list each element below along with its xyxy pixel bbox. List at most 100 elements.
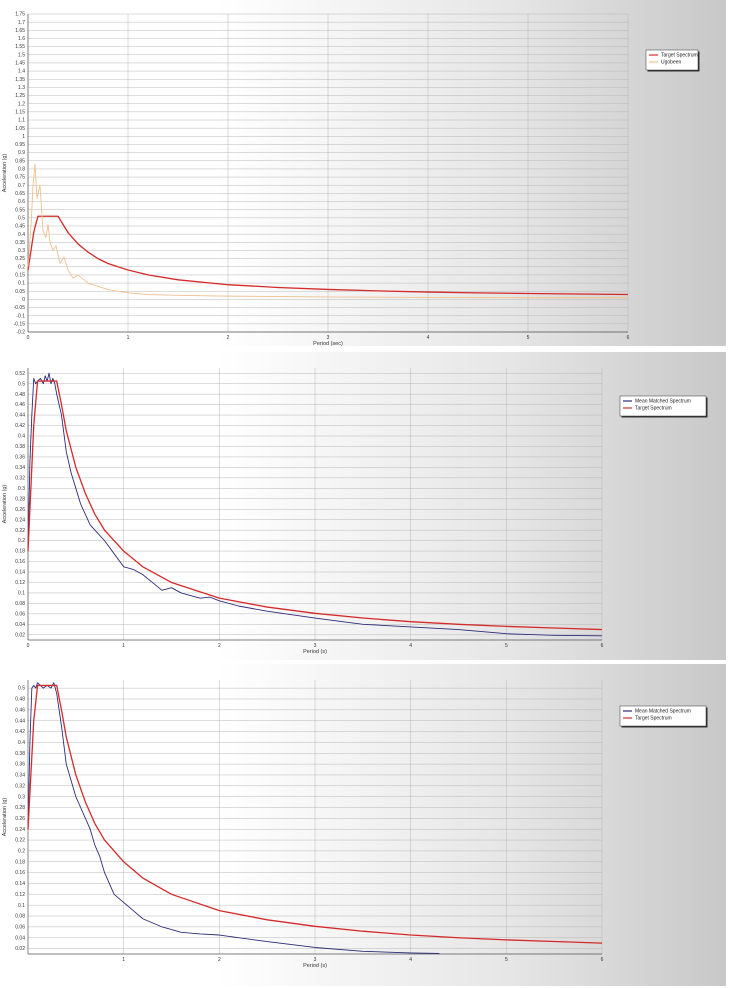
y-tick-label: 0.08	[15, 601, 25, 607]
x-tick-label: 3	[314, 957, 317, 963]
series-line	[27, 380, 603, 631]
x-tick-label: 0	[27, 335, 30, 341]
y-tick-label: 0.08	[15, 914, 25, 920]
y-tick-label: 0.3	[18, 486, 25, 492]
y-tick-label: 0.5	[18, 215, 25, 221]
y-tick-label: 0.42	[15, 423, 25, 429]
y-tick-label: 0.14	[15, 570, 25, 576]
y-tick-label: 0.04	[15, 935, 25, 941]
y-tick-label: 0.44	[15, 413, 25, 419]
legend-entry: Mean Matched Spectrum	[635, 709, 691, 715]
x-axis-label: Period (s)	[303, 963, 327, 969]
y-tick-label: 0.2	[18, 849, 25, 855]
chart-1-svg: 1.751.71.651.61.551.51.451.41.351.31.251…	[2, 12, 700, 346]
y-tick-label: 0.1	[18, 281, 25, 287]
y-tick-label: 0.4	[18, 740, 25, 746]
y-tick-label: 0.3	[18, 794, 25, 800]
x-axis-label: Period (sec)	[313, 341, 343, 346]
y-tick-label: 0.75	[15, 175, 25, 181]
y-axis-label: Acceleration (g)	[2, 154, 8, 193]
y-axis-label: Acceleration (g)	[2, 485, 8, 524]
y-tick-label: 0.06	[15, 924, 25, 930]
x-tick-label: 1	[127, 335, 130, 341]
y-tick-label: 1.3	[18, 85, 25, 91]
y-tick-label: 1.15	[15, 109, 25, 115]
y-tick-label: 0.02	[15, 946, 25, 952]
x-tick-label: 3	[327, 335, 330, 341]
y-tick-label: 0.48	[15, 697, 25, 703]
x-tick-label: 6	[601, 957, 604, 963]
y-tick-label: 0.02	[15, 632, 25, 638]
chart-panel-3: 0.5 0.48 0.46 0.44 0.42 0.4 0.38 0.36 0.34 0.32 0.…	[0, 664, 726, 986]
y-tick-label: 0.1	[18, 903, 25, 909]
y-tick-label: 0.14	[15, 881, 25, 887]
y-tick-label: 0.1	[18, 591, 25, 597]
y-tick-label: 1.05	[15, 126, 25, 132]
legend-entry: Mean Matched Spectrum	[635, 399, 691, 405]
y-tick-label: 0.18	[15, 859, 25, 865]
x-tick-label: 1	[122, 643, 125, 649]
legend-entry: Ugobeen	[661, 60, 682, 66]
legend-box	[619, 705, 707, 727]
y-tick-label: 0.4	[18, 232, 25, 238]
y-tick-label: 0.9	[18, 150, 25, 156]
y-tick-label: 0.8	[18, 167, 25, 173]
legend-entry: Target Spectrum	[661, 53, 698, 59]
y-tick-label: 1.65	[15, 28, 25, 34]
y-tick-label: 0.36	[15, 455, 25, 461]
y-tick-label: -0.1	[16, 313, 25, 319]
chart-panel-2: 0.52 0.5 0.48 0.46 0.44 0.42 0.4 0.38 0.36 0.34 0.…	[0, 352, 726, 660]
y-tick-label: 1	[22, 134, 25, 140]
y-tick-label: 0.52	[15, 371, 25, 377]
y-tick-label: 0.2	[18, 264, 25, 270]
x-tick-label: 5	[505, 643, 508, 649]
y-tick-label: 0.22	[15, 528, 25, 534]
y-tick-label: 0.24	[15, 827, 25, 833]
y-tick-label: 0.55	[15, 207, 25, 213]
x-axis-label: Period (s)	[303, 649, 327, 655]
x-tick-label: 6	[627, 335, 630, 341]
y-tick-label: 0.05	[15, 289, 25, 295]
y-tick-label: 0.46	[15, 402, 25, 408]
y-tick-label: 1.5	[18, 52, 25, 58]
chart-2-svg: 0.520.50.480.460.440.420.40.380.360.340.…	[2, 368, 708, 655]
y-tick-label: 0.32	[15, 475, 25, 481]
x-tick-label: 6	[601, 643, 604, 649]
y-tick-label: 0.06	[15, 611, 25, 617]
y-tick-label: 0.28	[15, 496, 25, 502]
legend-entry: Target Spectrum	[635, 406, 672, 412]
y-tick-label: 0.04	[15, 622, 25, 628]
y-tick-label: 0.22	[15, 838, 25, 844]
y-tick-label: 1.25	[15, 93, 25, 99]
chart-panel-1: 1.75 1.7 1.65 1.6 1.55 1.5 1.45 1.4 1.35 1.3 1.25 1…	[0, 0, 726, 346]
y-tick-label: 0.4	[18, 434, 25, 440]
y-tick-label: 1.75	[15, 12, 25, 18]
series-line	[27, 163, 628, 299]
series-line	[27, 372, 603, 637]
y-tick-label: 0.24	[15, 517, 25, 523]
y-tick-label: 0.46	[15, 707, 25, 713]
y-tick-label: 0.42	[15, 729, 25, 735]
legend-box	[645, 49, 699, 71]
y-tick-label: 0.16	[15, 870, 25, 876]
y-tick-label: 0.26	[15, 507, 25, 513]
y-tick-label: 0.45	[15, 224, 25, 230]
y-tick-label: 0.35	[15, 240, 25, 246]
y-axis-label: Acceleration (g)	[2, 798, 8, 837]
y-tick-label: 1.4	[18, 69, 25, 75]
x-tick-label: 1	[122, 957, 125, 963]
y-tick-label: -0.2	[16, 330, 25, 336]
y-tick-label: 0.3	[18, 248, 25, 254]
y-tick-label: -0.15	[14, 321, 26, 327]
y-tick-label: 0.26	[15, 816, 25, 822]
y-tick-label: 0.28	[15, 805, 25, 811]
legend-box	[619, 395, 707, 417]
y-tick-label: 0.12	[15, 892, 25, 898]
x-tick-label: 5	[527, 335, 530, 341]
chart-3-svg: 0.50.480.460.440.420.40.380.360.340.320.…	[2, 680, 708, 969]
y-tick-label: 0.85	[15, 158, 25, 164]
x-tick-label: 5	[505, 957, 508, 963]
x-tick-label: 4	[409, 957, 412, 963]
series-line	[27, 684, 603, 944]
y-tick-label: 0	[22, 297, 25, 303]
